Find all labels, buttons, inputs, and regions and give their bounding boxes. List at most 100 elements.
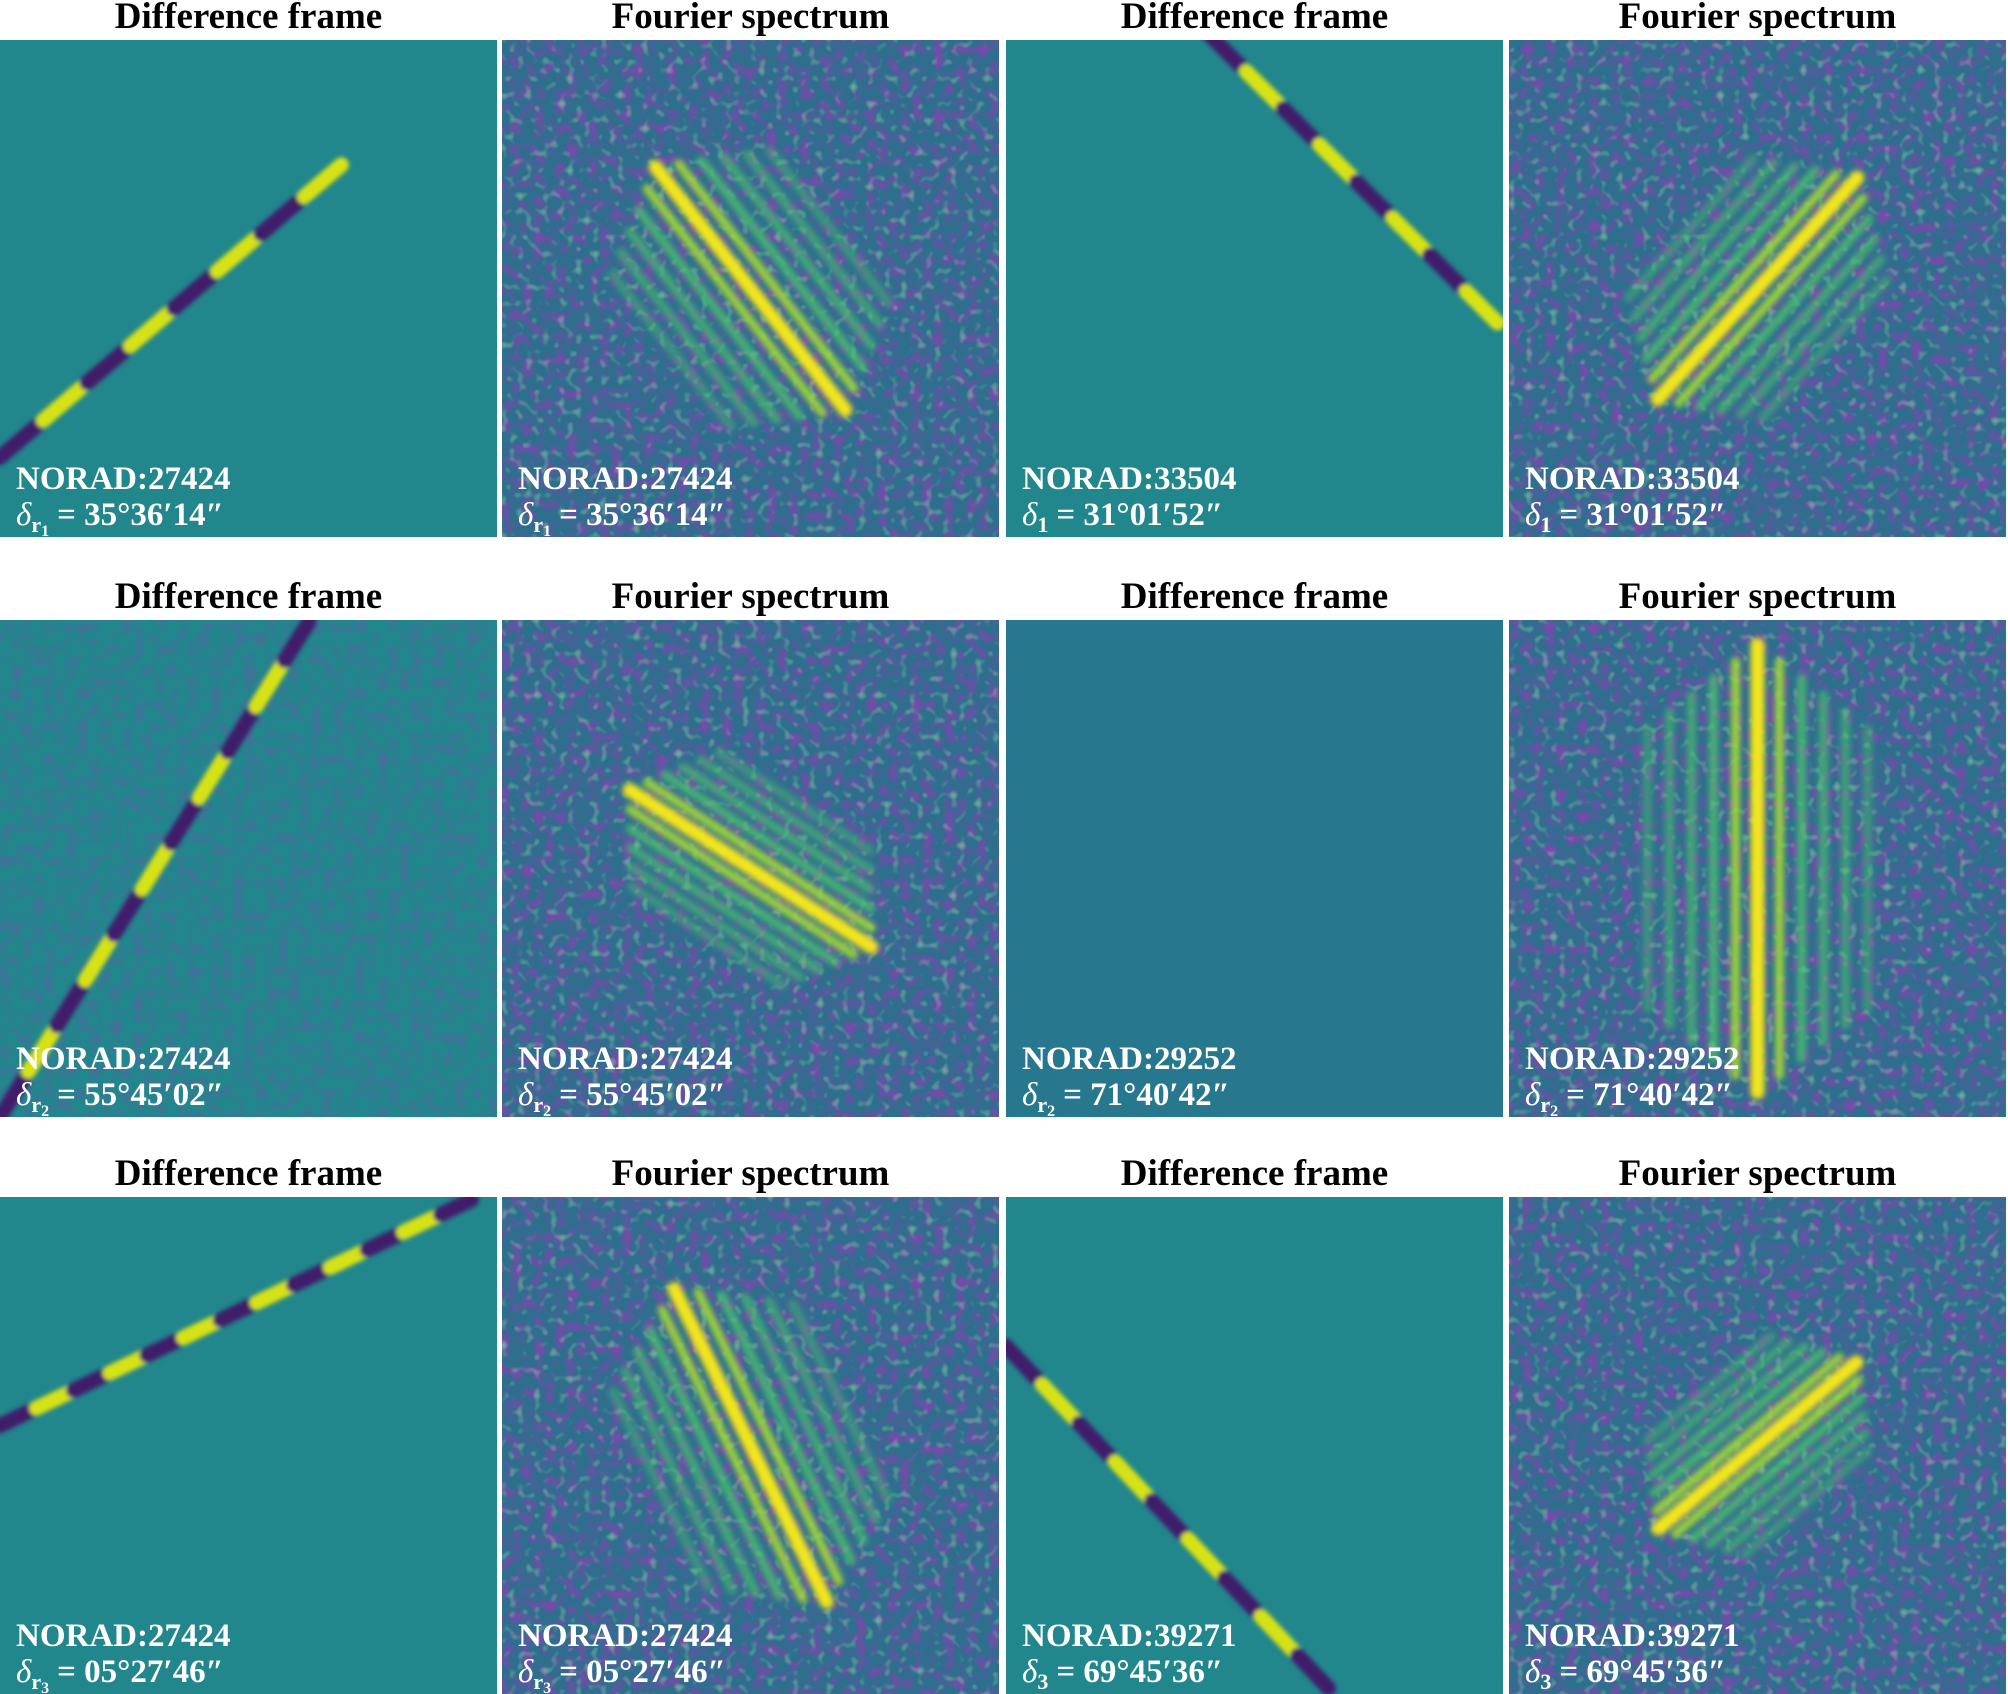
delta-symbol: δ <box>518 497 534 533</box>
delta-symbol: δ <box>1525 497 1541 533</box>
norad-label: NORAD:33504 <box>1022 461 1236 497</box>
delta-label: δ1 = 31°01′52″ <box>1525 497 1726 537</box>
streak-segment <box>106 888 146 942</box>
streak-segment <box>1180 1531 1227 1580</box>
spectrum-stripe <box>626 843 823 975</box>
image <box>502 40 999 537</box>
spectrum-stripe <box>626 862 805 982</box>
streak-segment <box>0 1070 32 1117</box>
streak-segment <box>191 751 231 806</box>
spectrum-stripe <box>693 1287 844 1586</box>
streak-segment <box>1253 1609 1300 1658</box>
streak-segment <box>1238 64 1286 111</box>
spectrum-stripe <box>667 1282 834 1609</box>
delta-symbol: δ <box>16 1654 32 1690</box>
delta-subsubscript: 2 <box>1047 1103 1055 1120</box>
image <box>0 40 497 537</box>
streak-segment <box>79 343 132 391</box>
streak-segment <box>176 1315 223 1346</box>
spectrum-stripe <box>1705 1411 1868 1549</box>
delta-subsubscript: 1 <box>41 523 49 540</box>
delta-label: δr2 = 71°40′42″ <box>1022 1077 1230 1120</box>
spectrum-stripe <box>608 1387 713 1592</box>
spectrum-stripe <box>620 1366 737 1595</box>
spectrum-stripe <box>1650 170 1865 407</box>
streak-segment <box>296 157 349 205</box>
streak <box>1006 1338 1337 1694</box>
streak-segment <box>248 660 288 714</box>
streak-segment <box>359 1227 406 1258</box>
spectrum-stripe <box>1688 1393 1866 1544</box>
delta-symbol: δ <box>1022 497 1038 533</box>
spectrum-stripe <box>1629 158 1779 323</box>
streak-segment <box>322 1244 370 1275</box>
spectrum-stripe <box>607 269 736 431</box>
delta-value: = 35°36′14″ <box>559 497 726 533</box>
streak-segment <box>209 231 262 279</box>
delta-label: δr1 = 35°36′14″ <box>518 497 726 540</box>
spectrum-stripe <box>645 1325 784 1601</box>
panel-title: Fourier spectrum <box>1619 1153 1897 1194</box>
spectrum-stripe <box>1651 1355 1864 1536</box>
panel-title: Difference frame <box>115 1153 382 1194</box>
spectrum-stripe <box>1722 1428 1870 1555</box>
norad-label: NORAD:39271 <box>1022 1618 1236 1654</box>
spectrum-stripe <box>1647 169 1841 384</box>
delta-subsubscript: 2 <box>543 1103 551 1120</box>
delta-symbol: δ <box>16 1077 32 1113</box>
spectrum-stripe <box>674 159 859 393</box>
delta-subscript: r <box>533 512 543 537</box>
streak-segment <box>1107 1454 1154 1503</box>
streak <box>0 620 317 1117</box>
delta-symbol: δ <box>518 1654 534 1690</box>
delta-label: δr3 = 05°27′46″ <box>16 1654 224 1694</box>
image-background <box>0 40 497 537</box>
streak-segment <box>396 1209 443 1240</box>
delta-label: δr2 = 71°40′42″ <box>1525 1077 1733 1120</box>
panel-title: Fourier spectrum <box>612 0 890 37</box>
spectrum-stripe <box>678 762 875 894</box>
panel-title: Fourier spectrum <box>1619 576 1897 617</box>
spectrum-stripe <box>1623 154 1758 303</box>
streak-segment <box>249 1280 296 1311</box>
delta-value: = 55°45′02″ <box>57 1077 224 1113</box>
spectrum-stripe <box>660 770 876 913</box>
spectrum-stripe <box>1642 1331 1776 1445</box>
streak-segment <box>220 705 260 760</box>
image-background <box>1006 620 1503 1117</box>
delta-subsubscript: 2 <box>41 1103 49 1120</box>
streak-segment <box>1006 1338 1045 1387</box>
delta-subscript: 3 <box>1037 1669 1048 1694</box>
delta-subscript: r <box>533 1669 543 1694</box>
image-noise <box>0 620 497 1117</box>
spectrum <box>622 747 879 990</box>
image <box>1509 40 2006 537</box>
delta-subscript: r <box>31 1669 41 1694</box>
spectrum-stripe <box>632 1346 761 1598</box>
streak-segment <box>65 1367 113 1398</box>
spectrum-stripe <box>740 1293 869 1545</box>
streak-segment <box>139 1332 186 1363</box>
streak-segment <box>29 1385 76 1416</box>
image <box>1509 620 2006 1117</box>
streak <box>1204 40 1503 331</box>
spectrum <box>1623 154 1892 423</box>
norad-label: NORAD:27424 <box>16 1041 230 1077</box>
streak-segment <box>277 620 317 669</box>
streak-segment <box>1290 1647 1337 1694</box>
spectrum <box>607 146 894 431</box>
norad-label: NORAD:39271 <box>1525 1618 1739 1654</box>
streak <box>0 157 349 465</box>
spectrum-stripe <box>1651 1352 1844 1516</box>
delta-symbol: δ <box>1525 1654 1541 1690</box>
streak-segment <box>1144 1493 1191 1542</box>
delta-value: = 05°27′46″ <box>559 1654 726 1690</box>
